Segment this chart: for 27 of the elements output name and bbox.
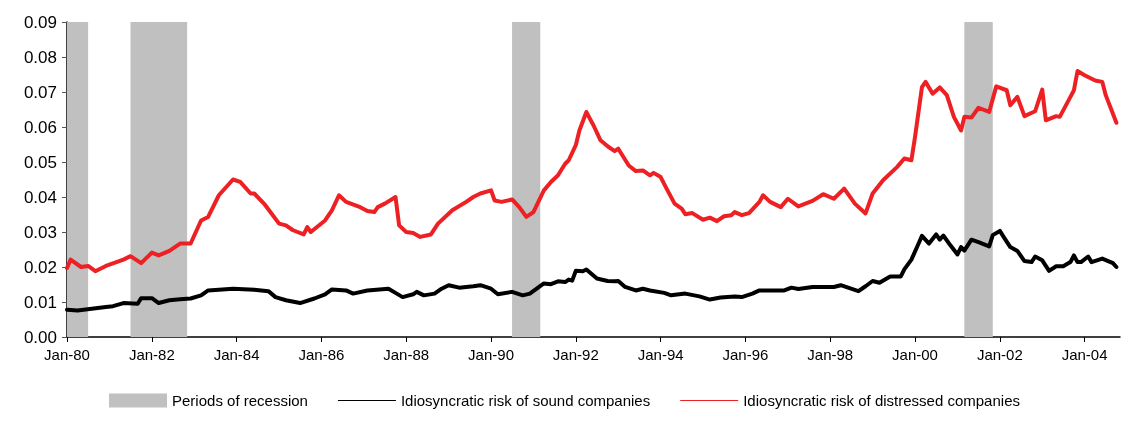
x-tick-label: Jan-92 [552, 346, 599, 363]
legend-label: Periods of recession [172, 392, 308, 409]
line-series [65, 69, 1119, 274]
x-tick-label: Jan-80 [44, 346, 90, 363]
y-tick-label: 0.02 [23, 257, 57, 277]
y-tick-label: 0.07 [23, 82, 57, 102]
y-tick-label: 0.04 [23, 187, 57, 207]
y-tick-label: 0.05 [23, 152, 57, 172]
x-tick-label: Jan-84 [213, 346, 260, 363]
y-tick-label: 0.09 [23, 12, 57, 32]
y-tick-label: 0.08 [23, 47, 57, 67]
x-tick-label: Jan-94 [637, 346, 684, 363]
legend-label: Idiosyncratic risk of distressed companies [743, 392, 1020, 409]
y-tick-label: 0.03 [23, 222, 57, 242]
legend-label: Idiosyncratic risk of sound companies [400, 392, 651, 409]
x-tick-label: Jan-04 [1061, 346, 1108, 363]
x-tick-label: Jan-82 [128, 346, 175, 363]
x-tick-label: Jan-90 [468, 346, 514, 363]
x-tick-label: Jan-02 [976, 346, 1023, 363]
x-tick-label: Jan-00 [892, 346, 938, 363]
x-tick-label: Jan-88 [383, 346, 430, 363]
y-tick-label: 0.00 [23, 327, 57, 347]
x-tick-label: Jan-86 [298, 346, 345, 363]
y-tick-label: 0.06 [23, 117, 57, 137]
x-tick-label: Jan-96 [722, 346, 769, 363]
x-tick-label: Jan-98 [807, 346, 854, 363]
y-tick-label: 0.01 [23, 292, 57, 312]
